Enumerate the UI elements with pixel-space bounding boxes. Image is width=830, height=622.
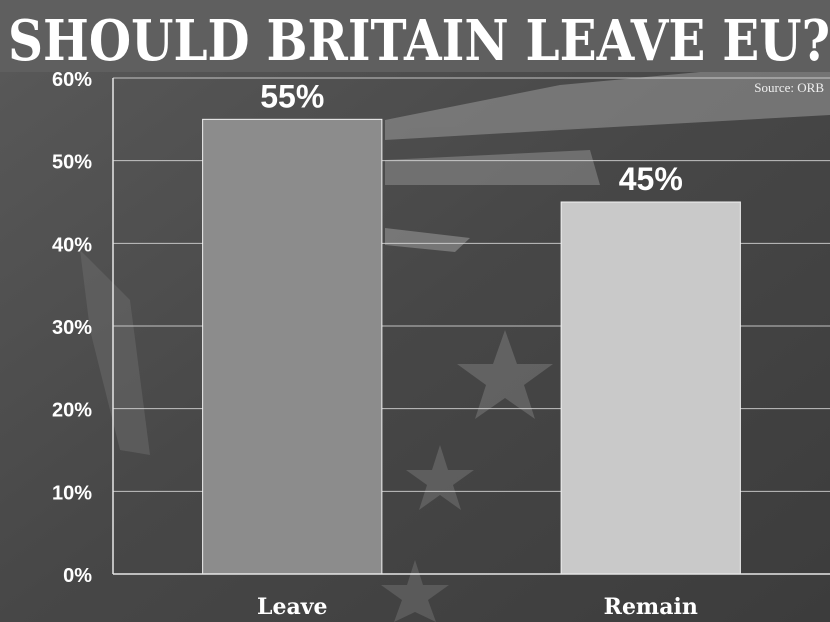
y-tick-label: 40% <box>52 234 92 256</box>
y-tick-label: 60% <box>52 69 92 91</box>
y-tick-label: 20% <box>52 400 92 422</box>
category-label-leave: Leave <box>257 594 328 620</box>
y-tick-label: 50% <box>52 152 92 174</box>
y-tick-label: 30% <box>52 317 92 339</box>
y-tick-label: 0% <box>63 565 92 587</box>
chart-title: SHOULD BRITAIN LEAVE EU? <box>8 8 830 74</box>
flag-background-decoration <box>80 60 830 622</box>
x-axis: Leave Remain <box>257 594 698 620</box>
source-label: Source: ORB <box>754 80 824 95</box>
y-axis: 0% 10% 20% 30% 40% 50% 60% <box>52 69 92 587</box>
bar-leave <box>202 118 383 575</box>
y-tick-label: 10% <box>52 482 92 504</box>
data-label-leave: 55% <box>260 78 324 114</box>
bar-remain <box>560 201 741 575</box>
data-labels-layer: 55% 45% <box>260 78 683 197</box>
title-band <box>0 0 830 72</box>
bars-layer <box>202 118 741 575</box>
category-label-remain: Remain <box>604 594 698 620</box>
data-label-remain: 45% <box>619 161 683 197</box>
